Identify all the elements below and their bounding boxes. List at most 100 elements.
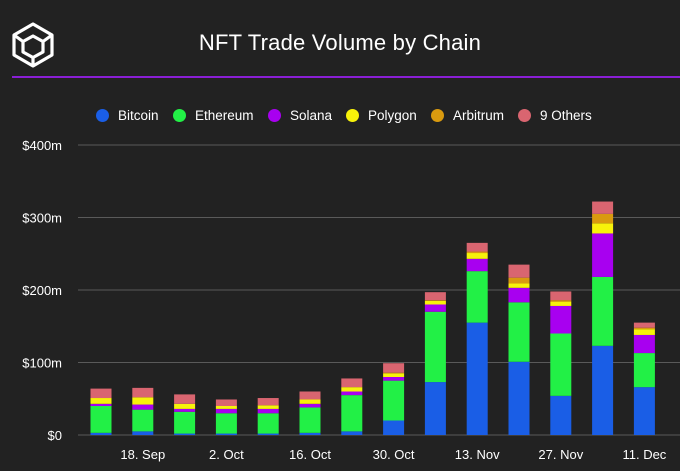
bar-segment-solana bbox=[299, 403, 321, 408]
legend-label: 9 Others bbox=[540, 107, 592, 123]
bar-segment-ethereum bbox=[90, 406, 112, 433]
bar-segment-ethereum bbox=[341, 395, 363, 432]
bar-segment-bitcoin bbox=[299, 432, 321, 435]
bar-segment-9-others bbox=[215, 399, 237, 406]
chart-header: NFT Trade Volume by Chain bbox=[0, 0, 680, 76]
bar-segment-bitcoin bbox=[215, 433, 237, 435]
bar-segment-ethereum bbox=[215, 413, 237, 434]
bar-segment-bitcoin bbox=[341, 431, 363, 435]
bar-segment-polygon bbox=[132, 397, 154, 405]
legend-item-polygon[interactable]: Polygon bbox=[346, 104, 417, 126]
bar-segment-ethereum bbox=[132, 409, 154, 432]
bar-segment-9-others bbox=[257, 398, 279, 406]
bar-segment-9-others bbox=[633, 322, 655, 328]
legend-item-bitcoin[interactable]: Bitcoin bbox=[96, 104, 159, 126]
bar-segment-arbitrum bbox=[550, 300, 572, 302]
legend-label: Arbitrum bbox=[453, 107, 505, 123]
bar-segment-solana bbox=[215, 408, 237, 414]
x-tick-label: 16. Oct bbox=[289, 447, 331, 462]
bar-segment-9-others bbox=[383, 363, 405, 373]
chart-title: NFT Trade Volume by Chain bbox=[198, 30, 482, 55]
bar-segment-ethereum bbox=[257, 413, 279, 434]
bar-segment-polygon bbox=[174, 403, 196, 409]
bar-segment-9-others bbox=[132, 387, 154, 398]
bar-segment-polygon bbox=[90, 398, 112, 404]
y-tick-label: $300m bbox=[22, 211, 62, 226]
bar-segment-solana bbox=[508, 287, 530, 303]
bar-segment-solana bbox=[550, 305, 572, 334]
bar-segment-bitcoin bbox=[132, 431, 154, 435]
bar-segment-9-others bbox=[174, 394, 196, 404]
bar-segment-solana bbox=[257, 408, 279, 414]
bar-segment-solana bbox=[633, 334, 655, 354]
bar-segment-ethereum bbox=[550, 333, 572, 396]
bar-segment-solana bbox=[592, 233, 614, 277]
bar-segment-bitcoin bbox=[466, 322, 488, 435]
bar-segment-arbitrum bbox=[424, 300, 446, 301]
bar-segment-9-others bbox=[592, 201, 614, 214]
bar-segment-9-others bbox=[550, 291, 572, 301]
legend-dot-9-others bbox=[518, 108, 531, 122]
bar-segment-polygon bbox=[633, 329, 655, 335]
bar-segment-solana bbox=[132, 404, 154, 410]
bar-segment-polygon bbox=[341, 387, 363, 392]
bar-segment-polygon bbox=[424, 300, 446, 305]
bar-segment-ethereum bbox=[466, 271, 488, 323]
bar-segment-arbitrum bbox=[466, 251, 488, 254]
chart-legend: Bitcoin Ethereum Solana Polygon Arbitrum… bbox=[0, 104, 680, 126]
bar-segment-bitcoin bbox=[508, 361, 530, 435]
cube-logo-icon bbox=[12, 22, 54, 68]
legend-label: Ethereum bbox=[195, 107, 254, 123]
legend-dot-solana bbox=[268, 108, 281, 122]
bar-segment-bitcoin bbox=[424, 382, 446, 435]
legend-label: Solana bbox=[290, 107, 333, 123]
bar-segment-9-others bbox=[466, 242, 488, 252]
bar-segment-9-others bbox=[341, 378, 363, 388]
bar-segment-ethereum bbox=[633, 353, 655, 388]
bar-segment-solana bbox=[466, 258, 488, 272]
x-tick-label: 30. Oct bbox=[373, 447, 415, 462]
y-tick-label: $400m bbox=[22, 138, 62, 153]
bar-segment-9-others bbox=[90, 388, 112, 399]
bar-segment-arbitrum bbox=[633, 327, 655, 330]
legend-item-arbitrum[interactable]: Arbitrum bbox=[431, 104, 504, 126]
bar-segment-9-others bbox=[508, 264, 530, 278]
legend-item-solana[interactable]: Solana bbox=[268, 104, 332, 126]
legend-dot-bitcoin bbox=[96, 108, 109, 122]
bar-segment-arbitrum bbox=[508, 277, 530, 284]
bar-segment-polygon bbox=[592, 223, 614, 234]
legend-item-ethereum[interactable]: Ethereum bbox=[173, 104, 254, 126]
bar-segment-ethereum bbox=[508, 302, 530, 362]
bar-segment-bitcoin bbox=[383, 420, 405, 435]
legend-dot-ethereum bbox=[173, 108, 186, 122]
bar-segment-bitcoin bbox=[257, 433, 279, 435]
bar-segment-polygon bbox=[257, 405, 279, 409]
bar-segment-bitcoin bbox=[592, 345, 614, 435]
bar-segment-solana bbox=[90, 403, 112, 406]
bar-segment-9-others bbox=[424, 292, 446, 301]
bar-segment-arbitrum bbox=[592, 213, 614, 224]
bar-segment-9-others bbox=[299, 391, 321, 400]
x-tick-label: 27. Nov bbox=[538, 447, 583, 462]
bar-segment-bitcoin bbox=[633, 387, 655, 435]
x-tick-label: 13. Nov bbox=[455, 447, 500, 462]
bar-segment-ethereum bbox=[174, 411, 196, 434]
bar-segment-polygon bbox=[466, 253, 488, 259]
bar-segment-polygon bbox=[508, 283, 530, 288]
x-tick-label: 2. Oct bbox=[209, 447, 244, 462]
y-tick-label: $200m bbox=[22, 283, 62, 298]
legend-item-9-others[interactable]: 9 Others bbox=[518, 104, 592, 126]
bar-segment-bitcoin bbox=[90, 432, 112, 435]
bar-segment-bitcoin bbox=[550, 395, 572, 435]
legend-label: Bitcoin bbox=[118, 107, 159, 123]
legend-label: Polygon bbox=[368, 107, 417, 123]
bar-segment-solana bbox=[174, 408, 196, 412]
bar-segment-ethereum bbox=[383, 380, 405, 421]
bar-segment-arbitrum bbox=[383, 372, 405, 374]
bar-segment-polygon bbox=[383, 373, 405, 377]
bar-segment-polygon bbox=[215, 406, 237, 409]
bar-segment-ethereum bbox=[592, 276, 614, 346]
bar-segment-ethereum bbox=[299, 407, 321, 433]
legend-dot-polygon bbox=[346, 108, 359, 122]
bar-segment-solana bbox=[383, 377, 405, 381]
